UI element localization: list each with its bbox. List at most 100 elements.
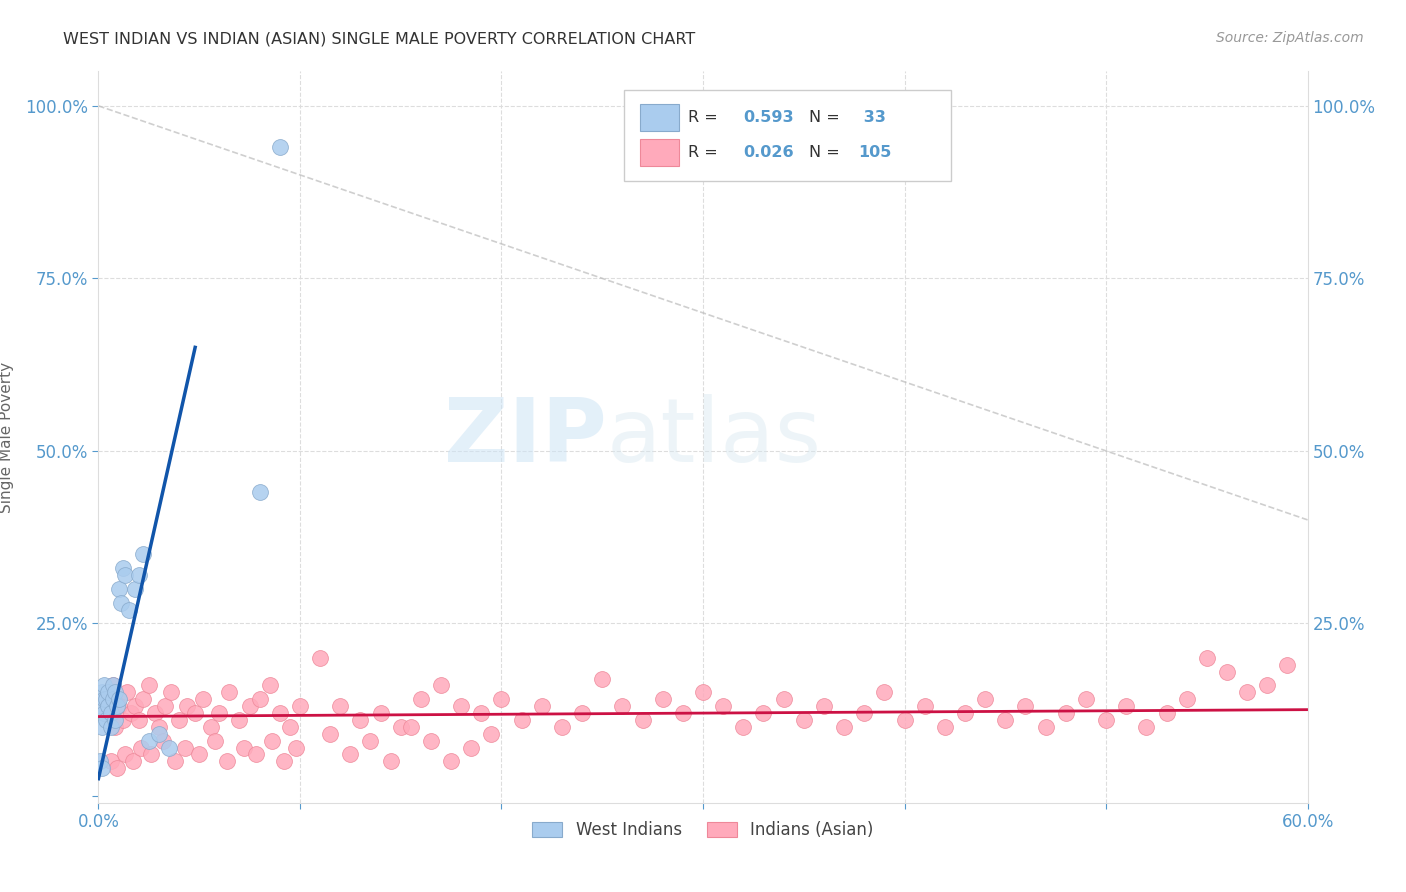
Point xyxy=(138,678,160,692)
Point xyxy=(193,692,215,706)
Point xyxy=(278,720,301,734)
Point xyxy=(115,685,138,699)
Text: WEST INDIAN VS INDIAN (ASIAN) SINGLE MALE POVERTY CORRELATION CHART: WEST INDIAN VS INDIAN (ASIAN) SINGLE MAL… xyxy=(63,31,696,46)
Point xyxy=(121,755,143,769)
Point xyxy=(1236,685,1258,699)
Point xyxy=(167,713,190,727)
Point xyxy=(288,699,311,714)
Point xyxy=(1135,720,1157,734)
Point xyxy=(319,727,342,741)
Point xyxy=(120,706,142,720)
Point xyxy=(128,713,150,727)
Point xyxy=(530,699,553,714)
Text: R =: R = xyxy=(689,145,723,160)
Point xyxy=(93,692,115,706)
Point xyxy=(481,727,503,741)
Point xyxy=(1095,713,1118,727)
Point xyxy=(153,699,176,714)
Point xyxy=(152,733,174,747)
Point xyxy=(96,692,118,706)
Point xyxy=(114,747,136,762)
Point xyxy=(138,733,160,747)
Point xyxy=(853,706,876,720)
Point xyxy=(128,568,150,582)
Text: ZIP: ZIP xyxy=(443,393,606,481)
Point xyxy=(89,699,111,714)
Point xyxy=(218,685,240,699)
Point xyxy=(184,706,207,720)
Point xyxy=(129,740,152,755)
Point xyxy=(591,672,613,686)
Point xyxy=(1035,720,1057,734)
Point xyxy=(160,685,183,699)
Point xyxy=(96,713,118,727)
Point xyxy=(124,582,146,596)
Point xyxy=(103,713,125,727)
Point xyxy=(91,685,114,699)
Point xyxy=(132,692,155,706)
Point xyxy=(873,685,896,699)
Point xyxy=(612,699,634,714)
Point xyxy=(269,706,291,720)
Point xyxy=(111,713,134,727)
Point xyxy=(259,678,281,692)
Point xyxy=(692,685,714,699)
Point xyxy=(100,706,122,720)
Point xyxy=(100,720,122,734)
Text: 0.593: 0.593 xyxy=(742,110,793,125)
Point xyxy=(228,713,250,727)
Point xyxy=(103,720,125,734)
Point xyxy=(309,651,332,665)
Point xyxy=(273,755,295,769)
Point xyxy=(571,706,593,720)
Point xyxy=(89,755,111,769)
Point xyxy=(893,713,915,727)
Point xyxy=(260,733,283,747)
Point xyxy=(1115,699,1137,714)
Point xyxy=(174,740,197,755)
Point xyxy=(752,706,775,720)
Point xyxy=(232,740,254,755)
Point xyxy=(269,140,291,154)
Point xyxy=(370,706,392,720)
Text: R =: R = xyxy=(689,110,723,125)
Point xyxy=(1175,692,1198,706)
Point xyxy=(249,485,271,500)
Point xyxy=(953,706,976,720)
FancyBboxPatch shape xyxy=(640,103,679,131)
Text: 33: 33 xyxy=(858,110,886,125)
Point xyxy=(163,755,186,769)
Point xyxy=(551,720,574,734)
Point xyxy=(832,720,855,734)
Point xyxy=(733,720,755,734)
Point xyxy=(176,699,198,714)
Point xyxy=(470,706,492,720)
Point xyxy=(239,699,262,714)
Text: N =: N = xyxy=(810,110,841,125)
Point xyxy=(101,692,124,706)
Point xyxy=(101,678,124,692)
Point xyxy=(139,747,162,762)
Text: 0.026: 0.026 xyxy=(742,145,793,160)
Point xyxy=(107,582,129,596)
Point xyxy=(420,733,443,747)
Point xyxy=(143,706,166,720)
Point xyxy=(132,548,155,562)
Point xyxy=(339,747,361,762)
Text: N =: N = xyxy=(810,145,841,160)
Point xyxy=(91,720,114,734)
Point xyxy=(1195,651,1218,665)
Point xyxy=(105,761,128,775)
Point xyxy=(124,699,146,714)
Point xyxy=(148,727,170,741)
Point xyxy=(380,755,402,769)
FancyBboxPatch shape xyxy=(640,138,679,167)
Point xyxy=(329,699,352,714)
Point xyxy=(409,692,432,706)
Point xyxy=(440,755,463,769)
Legend: West Indians, Indians (Asian): West Indians, Indians (Asian) xyxy=(526,814,880,846)
Point xyxy=(107,699,129,714)
Point xyxy=(1014,699,1036,714)
Point xyxy=(1074,692,1097,706)
Point xyxy=(450,699,472,714)
